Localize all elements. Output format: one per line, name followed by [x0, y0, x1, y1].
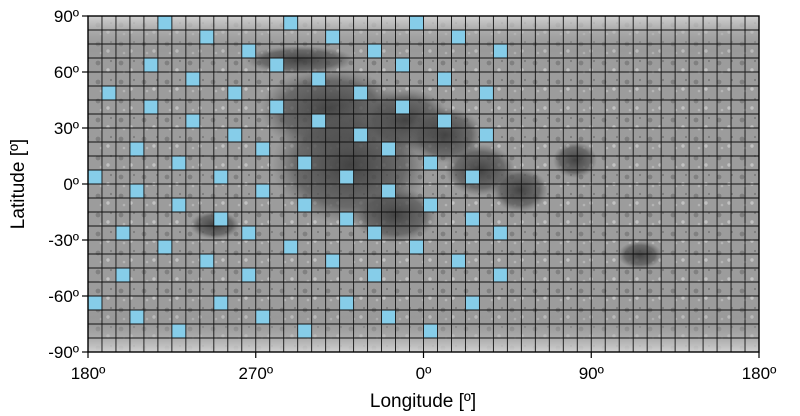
highlighted-cell [199, 254, 214, 268]
highlighted-cell [437, 72, 452, 86]
highlighted-cell [395, 58, 410, 72]
y-axis-title: Latitude [º] [8, 139, 29, 229]
highlighted-cell [479, 128, 494, 142]
highlighted-cell [185, 114, 200, 128]
highlighted-cell [493, 226, 508, 240]
highlighted-cell [325, 254, 340, 268]
highlighted-cell [437, 114, 452, 128]
highlighted-cell [465, 296, 480, 310]
highlighted-cell [493, 268, 508, 282]
y-tick-label: -30º [48, 231, 79, 250]
x-tick-label: 0º [416, 364, 432, 383]
highlighted-cell [88, 296, 102, 310]
x-tick-label: 180º [742, 364, 777, 383]
highlighted-cell [143, 58, 158, 72]
y-tick-label: -60º [48, 287, 79, 306]
highlighted-cell [493, 44, 508, 58]
highlighted-cell [241, 226, 256, 240]
y-tick-label: 0º [63, 175, 79, 194]
highlighted-cell [311, 114, 326, 128]
highlighted-cell [157, 240, 172, 254]
highlighted-cell [353, 128, 368, 142]
y-tick-label: 60º [54, 63, 79, 82]
highlighted-cell [367, 226, 382, 240]
highlighted-cell [283, 240, 298, 254]
highlighted-cell [297, 198, 312, 212]
highlighted-cell [339, 212, 354, 226]
y-tick-label: -90º [48, 343, 79, 362]
highlighted-cell [353, 86, 368, 100]
highlighted-cell [255, 142, 270, 156]
highlighted-cell [381, 184, 396, 198]
grid-lines [88, 16, 759, 352]
highlighted-cell [367, 268, 382, 282]
highlighted-cell [409, 240, 424, 254]
highlighted-cell [423, 156, 438, 170]
y-tick-label: 30º [54, 119, 79, 138]
highlighted-cell [88, 170, 102, 184]
highlighted-cell [465, 212, 480, 226]
highlighted-cell [255, 310, 270, 324]
highlighted-cell [423, 198, 438, 212]
highlighted-cell [185, 72, 200, 86]
highlighted-cells [88, 16, 508, 338]
highlighted-cell [479, 86, 494, 100]
highlighted-cell [269, 58, 284, 72]
highlighted-cell [465, 170, 480, 184]
highlighted-cell [171, 156, 186, 170]
x-tick-label: 270º [238, 364, 273, 383]
highlighted-cell [213, 296, 228, 310]
highlighted-cell [395, 100, 410, 114]
x-tick-label: 90º [579, 364, 604, 383]
highlighted-cell [241, 268, 256, 282]
highlighted-cell [157, 16, 172, 30]
highlighted-cell [297, 156, 312, 170]
highlighted-cell [381, 310, 396, 324]
highlighted-cell [213, 170, 228, 184]
highlighted-cell [409, 16, 424, 30]
x-tick-label: 180º [71, 364, 106, 383]
highlighted-cell [339, 170, 354, 184]
highlighted-cell [451, 30, 466, 44]
latitude-ticks: 90º 60º 30º 0º -30º -60º -90º [48, 7, 88, 362]
longitude-ticks: 180º 270º 0º 90º 180º [71, 352, 777, 383]
highlighted-cell [255, 184, 270, 198]
highlighted-cell [129, 142, 144, 156]
highlighted-cell [171, 198, 186, 212]
highlighted-cell [227, 128, 242, 142]
highlighted-cell [339, 296, 354, 310]
highlighted-cell [115, 226, 130, 240]
highlighted-cell [381, 142, 396, 156]
highlighted-cell [241, 44, 256, 58]
highlighted-cell [129, 184, 144, 198]
highlighted-cell [199, 30, 214, 44]
highlighted-cell [311, 72, 326, 86]
highlighted-cell [297, 324, 312, 338]
highlighted-cell [171, 324, 186, 338]
highlighted-cell [367, 44, 382, 58]
highlighted-cell [129, 310, 144, 324]
highlighted-cell [325, 30, 340, 44]
highlighted-cell [283, 16, 298, 30]
highlighted-cell [143, 100, 158, 114]
highlighted-cell [451, 254, 466, 268]
highlighted-cell [423, 324, 438, 338]
highlighted-cell [227, 86, 242, 100]
x-axis-title: Longitude [º] [370, 391, 476, 412]
highlighted-cell [101, 86, 116, 100]
highlighted-cell [269, 100, 284, 114]
highlighted-cell [213, 212, 228, 226]
highlighted-cell [115, 268, 130, 282]
y-tick-label: 90º [54, 7, 79, 26]
